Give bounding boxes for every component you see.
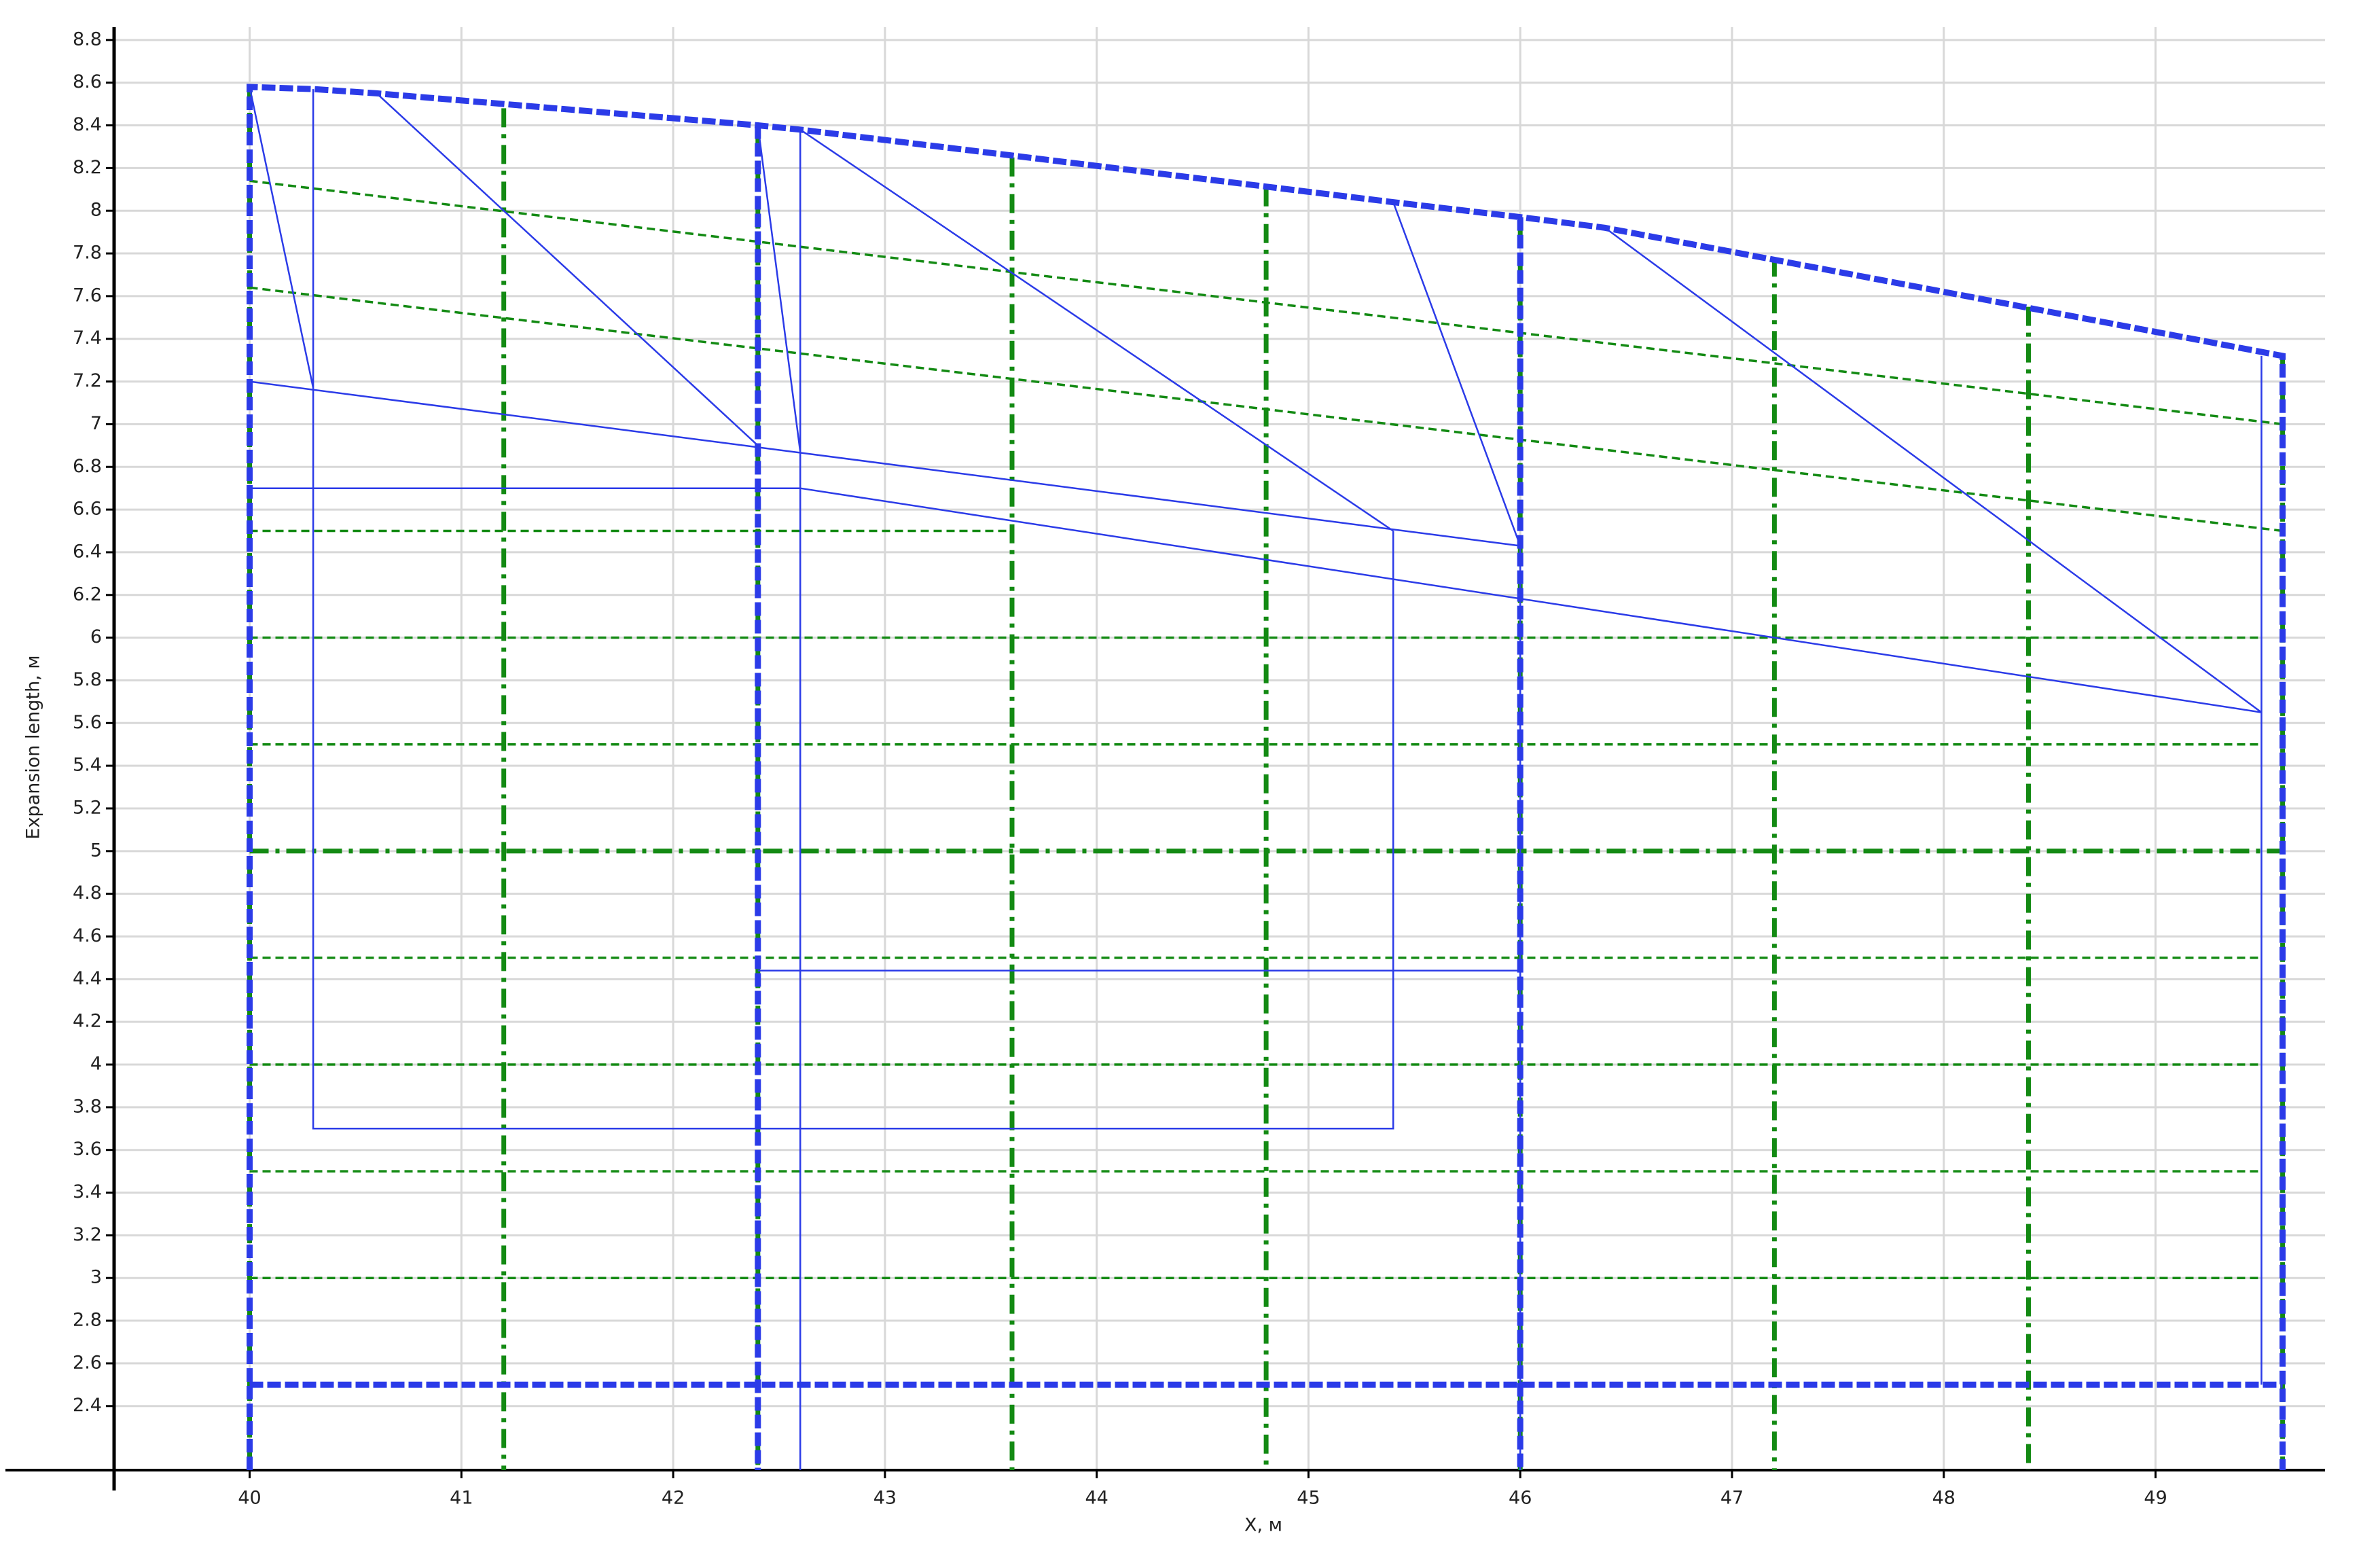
x-axis-label: X, м <box>1244 1515 1282 1536</box>
x-tick-label: 48 <box>1932 1488 1955 1509</box>
x-tick-label: 45 <box>1297 1488 1320 1509</box>
x-tick-label: 47 <box>1720 1488 1744 1509</box>
y-tick-label: 3.8 <box>73 1096 102 1117</box>
y-tick-label: 7.8 <box>73 243 102 264</box>
y-tick-label: 4.4 <box>73 968 102 989</box>
y-tick-label: 7.2 <box>73 370 102 391</box>
y-tick-label: 2.6 <box>73 1352 102 1373</box>
y-tick-label: 4.6 <box>73 925 102 946</box>
line-series <box>247 84 2286 1470</box>
y-tick-label: 8.8 <box>73 29 102 50</box>
x-tick-label: 42 <box>662 1488 685 1509</box>
y-tick-label: 4.2 <box>73 1011 102 1032</box>
y-tick-label: 3 <box>90 1267 102 1288</box>
y-tick-label: 8 <box>90 200 102 221</box>
y-tick-label: 7.6 <box>73 285 102 306</box>
x-tick-label: 40 <box>238 1488 261 1509</box>
y-tick-label: 6.8 <box>73 456 102 477</box>
y-tick-label: 5.8 <box>73 669 102 690</box>
y-tick-label: 4 <box>90 1054 102 1075</box>
line-series <box>247 87 2286 1470</box>
y-tick-label: 4.8 <box>73 882 102 904</box>
y-tick-label: 3.4 <box>73 1181 102 1202</box>
x-tick-label: 41 <box>450 1488 473 1509</box>
y-tick-label: 5 <box>90 840 102 861</box>
x-tick-label: 46 <box>1509 1488 1532 1509</box>
y-tick-label: 6.6 <box>73 499 102 520</box>
y-tick-label: 6 <box>90 626 102 647</box>
line-series <box>249 86 2262 1470</box>
y-tick-label: 2.4 <box>73 1395 102 1416</box>
grid <box>114 27 2325 1470</box>
y-tick-label: 5.4 <box>73 755 102 776</box>
y-tick-label: 8.2 <box>73 157 102 178</box>
y-tick-label: 5.6 <box>73 712 102 733</box>
y-tick-label: 3.2 <box>73 1224 102 1245</box>
y-tick-label: 8.6 <box>73 71 102 92</box>
y-tick-label: 3.6 <box>73 1139 102 1160</box>
y-tick-label: 8.4 <box>73 114 102 135</box>
y-tick-label: 6.2 <box>73 584 102 605</box>
y-tick-label: 2.8 <box>73 1310 102 1331</box>
y-tick-label: 5.2 <box>73 797 102 818</box>
x-tick-label: 44 <box>1085 1488 1108 1509</box>
y-tick-label: 7.4 <box>73 327 102 349</box>
y-tick-label: 7 <box>90 413 102 434</box>
x-tick-label: 49 <box>2144 1488 2167 1509</box>
y-tick-label: 6.4 <box>73 541 102 562</box>
y-axis-label: Expansion length, м <box>23 655 44 839</box>
x-tick-label: 43 <box>873 1488 897 1509</box>
